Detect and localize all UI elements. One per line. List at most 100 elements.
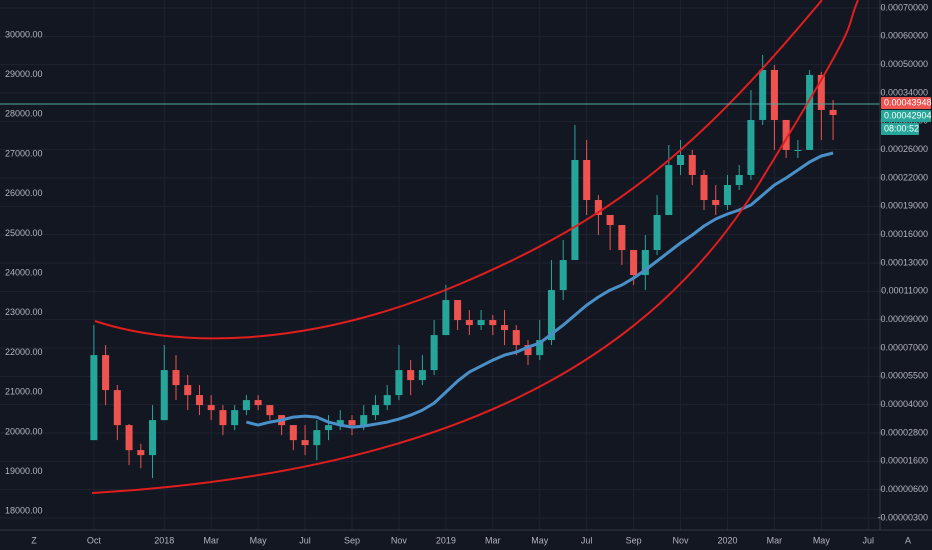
y2-tick-label: 0.00013000 xyxy=(880,257,928,267)
zoom-icon[interactable]: Z xyxy=(31,535,37,545)
x-tick-label: Oct xyxy=(87,535,102,545)
y2-tick-label: 0.00005500 xyxy=(880,371,928,381)
upper-curve xyxy=(94,0,823,340)
candle-body xyxy=(606,215,614,226)
candle-body xyxy=(160,370,168,421)
candle-body xyxy=(512,330,520,346)
y-tick-label: 18000.00 xyxy=(5,506,43,516)
candle-body xyxy=(360,415,368,426)
candle-body xyxy=(782,119,790,150)
x-tick-label: May xyxy=(813,535,831,545)
x-tick-label: Jul xyxy=(581,535,593,545)
price-tag-label: 08:00:52 xyxy=(884,123,919,133)
candle-body xyxy=(770,69,778,120)
marks xyxy=(90,54,837,479)
y2-tick-label: 0.00004000 xyxy=(880,399,928,409)
y2-tick-label: 0.00019000 xyxy=(880,201,928,211)
candle-body xyxy=(794,149,802,151)
price-tag xyxy=(881,110,931,122)
candle-body xyxy=(747,119,755,175)
y-tick-label: 24000.00 xyxy=(5,268,43,278)
candle-body xyxy=(254,400,262,406)
candle-body xyxy=(759,69,767,120)
candle-body xyxy=(348,420,356,426)
x-tick-label: Jul xyxy=(863,535,875,545)
candle-body xyxy=(559,260,567,291)
candle-body xyxy=(653,215,661,251)
y2-tick-label: 0.00009000 xyxy=(880,314,928,324)
auto-scale-icon[interactable]: A xyxy=(905,535,911,545)
candle-body xyxy=(817,74,825,110)
y2-tick-label: 0.00002800 xyxy=(880,427,928,437)
candle-body xyxy=(700,174,708,201)
x-tick-label: 2019 xyxy=(436,535,456,545)
y-tick-label: 28000.00 xyxy=(5,109,43,119)
candle-body xyxy=(536,340,544,356)
candle-body xyxy=(665,164,673,216)
price-tag-label: 0.00043948 xyxy=(884,97,932,107)
y2-tick-label: 0.00016000 xyxy=(880,229,928,239)
grid xyxy=(0,0,880,530)
y2-tick-label: 0.00001600 xyxy=(880,456,928,466)
x-tick-label: 2020 xyxy=(717,535,737,545)
candle-body xyxy=(489,320,497,326)
candle-body xyxy=(102,355,110,391)
lower-curve xyxy=(91,0,859,494)
candle-body xyxy=(149,420,157,456)
y-tick-label: 21000.00 xyxy=(5,387,43,397)
axes: Oct 2018 Mar May Jul Sep Nov 2019 Mar May Jul Sep No… xyxy=(5,2,932,545)
x-tick-label: Sep xyxy=(344,535,360,545)
x-tick-label: Mar xyxy=(485,535,501,545)
candle-body xyxy=(454,300,462,321)
y-tick-label: 22000.00 xyxy=(5,347,43,357)
candle-body xyxy=(641,250,649,276)
candle-body xyxy=(137,450,145,456)
candle-body xyxy=(735,174,743,186)
y2-tick-label: 0.00026000 xyxy=(880,144,928,154)
y2-tick-label: 0.00007000 xyxy=(880,342,928,352)
candle-body xyxy=(219,410,227,426)
candle-body xyxy=(547,290,555,341)
y2-tick-label: 0.00060000 xyxy=(880,31,928,41)
y2-tick-label: 0.00034000 xyxy=(880,87,928,97)
y-tick-label: 25000.00 xyxy=(5,228,43,238)
candle-body xyxy=(336,420,344,426)
candle-body xyxy=(442,300,450,336)
candle-body xyxy=(571,159,579,261)
candle-body xyxy=(266,405,274,416)
y-tick-label: 20000.00 xyxy=(5,426,43,436)
candle-body xyxy=(195,395,203,406)
candle-body xyxy=(325,425,333,431)
x-tick-label: Sep xyxy=(626,535,642,545)
candle-body xyxy=(207,405,215,411)
candle-body xyxy=(630,250,638,276)
candle-body xyxy=(313,430,321,446)
candle-body xyxy=(723,185,731,206)
candle-body xyxy=(125,425,133,451)
candle-body xyxy=(242,400,250,411)
candle-body xyxy=(383,395,391,406)
candle-body xyxy=(524,345,532,356)
y2-tick-label: 0.00022000 xyxy=(880,172,928,182)
y-tick-label: 29000.00 xyxy=(5,69,43,79)
candle-body xyxy=(688,154,696,175)
x-tick-label: Nov xyxy=(673,535,690,545)
x-tick-label: 2018 xyxy=(154,535,174,545)
candle-body xyxy=(583,159,591,201)
y-tick-label: 26000.00 xyxy=(5,188,43,198)
candle-body xyxy=(477,320,485,326)
candle-body xyxy=(395,370,403,396)
candle-body xyxy=(618,225,626,251)
candle-body xyxy=(301,440,309,446)
y2-tick-label: 0.00011000 xyxy=(881,286,928,296)
y-tick-label: 27000.00 xyxy=(5,148,43,158)
x-tick-label: Mar xyxy=(767,535,783,545)
x-tick-label: Mar xyxy=(203,535,219,545)
candle-body xyxy=(712,200,720,206)
x-tick-label: Nov xyxy=(391,535,408,545)
moving-average-line xyxy=(246,151,834,429)
candle-body xyxy=(430,335,438,371)
candle-body xyxy=(418,370,426,381)
y2-tick-label: 0.00070000 xyxy=(880,2,928,12)
